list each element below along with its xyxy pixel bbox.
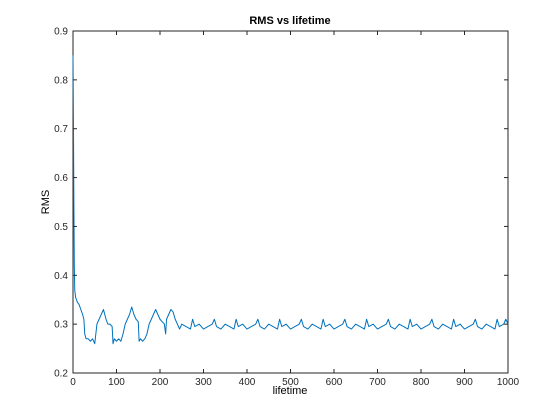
y-tick-label: 0.6	[54, 173, 68, 184]
x-tick-label: 500	[282, 377, 299, 388]
x-tick-label: 600	[326, 377, 343, 388]
y-tick-label: 0.5	[54, 222, 68, 233]
x-tick-label: 800	[413, 377, 430, 388]
y-tick-label: 0.2	[54, 369, 68, 380]
x-axis-ticks: 0 100 200 300 400 500 600 700 800 900 1000	[70, 31, 520, 388]
x-tick-label: 100	[108, 377, 125, 388]
y-axis-ticks: 0.2 0.3 0.4 0.5 0.6 0.7 0.8 0.9	[54, 27, 508, 380]
x-tick-label: 1000	[497, 377, 520, 388]
y-tick-label: 0.9	[54, 27, 68, 38]
x-tick-label: 900	[456, 377, 473, 388]
x-tick-label: 400	[239, 377, 256, 388]
rms-series-line	[72, 55, 509, 345]
x-tick-label: 200	[152, 377, 169, 388]
y-axis-title: RMS	[40, 190, 52, 214]
y-tick-label: 0.8	[54, 75, 68, 86]
x-tick-label: 300	[195, 377, 212, 388]
y-tick-label: 0.3	[54, 320, 68, 331]
chart-title: RMS vs lifetime	[249, 15, 330, 27]
x-tick-label: 0	[70, 377, 76, 388]
y-tick-label: 0.7	[54, 124, 68, 135]
x-axis-title: lifetime	[273, 385, 308, 397]
y-tick-label: 0.4	[54, 271, 68, 282]
x-tick-label: 700	[369, 377, 386, 388]
